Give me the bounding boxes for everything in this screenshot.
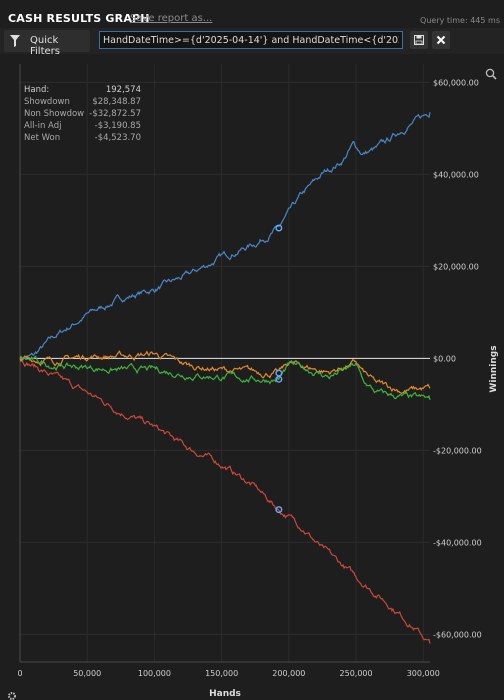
page-title: CASH RESULTS GRAPH <box>8 12 150 25</box>
y-tick-label: -$40,000.00 <box>433 538 482 547</box>
series-marker <box>275 506 283 514</box>
chart-markers <box>275 224 283 514</box>
y-axis-title: Winnings <box>489 345 499 392</box>
results-chart[interactable]: $60,000.00 $40,000.00 $20,000.00 $0.00 -$20,… <box>0 54 504 700</box>
x-tick-label: 50,000 <box>73 669 101 678</box>
y-tick-label: $0.00 <box>433 354 456 363</box>
x-tick-label: 100,000 <box>138 669 171 678</box>
stat-value: $28,348.87 <box>92 97 141 107</box>
header: CASH RESULTS GRAPH Save report as... Que… <box>0 0 504 28</box>
quick-filters-button[interactable]: Quick Filters <box>4 30 90 57</box>
y-tick-label: -$60,000.00 <box>433 630 482 639</box>
stat-value: -$4,523.70 <box>95 133 141 143</box>
zoom-icon[interactable] <box>485 68 497 80</box>
x-axis-title: Hands <box>209 689 241 699</box>
stat-value: 192,574 <box>106 85 141 95</box>
y-tick-label: $40,000.00 <box>433 170 479 179</box>
y-tick-label: $20,000.00 <box>433 262 479 271</box>
stat-value: -$32,872.57 <box>89 109 141 119</box>
floppy-icon <box>414 35 424 45</box>
series-marker <box>275 375 283 383</box>
series-marker <box>275 224 283 232</box>
chart-grid <box>19 64 430 663</box>
x-tick-label: 150,000 <box>205 669 238 678</box>
y-tick-label: -$20,000.00 <box>433 446 482 455</box>
stat-label: Non Showdow <box>24 109 84 119</box>
close-icon <box>436 35 446 45</box>
x-axis: 0 50,000 100,000 150,000 200,000 250,000 300,0… <box>17 669 439 678</box>
query-time: Query time: 445 ms <box>420 16 500 25</box>
quick-filters-label: Quick Filters <box>30 35 60 57</box>
clear-filter-button[interactable] <box>432 31 450 49</box>
save-filter-button[interactable] <box>410 31 428 49</box>
toolbar: Quick Filters <box>0 28 504 57</box>
stat-value: -$3,190.85 <box>95 121 141 131</box>
stat-label: Showdown <box>24 97 70 107</box>
gear-icon[interactable] <box>8 692 16 700</box>
y-axis: $60,000.00 $40,000.00 $20,000.00 $0.00 -$20,… <box>433 78 482 639</box>
y-tick-label: $60,000.00 <box>433 78 479 87</box>
stat-label: Hand: <box>24 85 49 95</box>
filter-icon <box>10 35 20 47</box>
series-line <box>19 358 431 644</box>
x-tick-label: 0 <box>17 669 22 678</box>
stats-panel: Hand: 192,574 Showdown $28,348.87 Non Showdo… <box>24 85 141 143</box>
chart-series <box>19 112 431 644</box>
x-tick-label: 300,000 <box>407 669 440 678</box>
x-tick-label: 250,000 <box>340 669 373 678</box>
x-tick-label: 200,000 <box>272 669 305 678</box>
series-line <box>19 355 431 400</box>
filter-input[interactable] <box>99 31 403 49</box>
stat-label: All-in Adj <box>24 121 61 131</box>
series-line <box>19 350 431 394</box>
save-report-link[interactable]: Save report as... <box>130 13 213 24</box>
series-line <box>19 112 431 361</box>
stat-label: Net Won <box>24 133 60 143</box>
